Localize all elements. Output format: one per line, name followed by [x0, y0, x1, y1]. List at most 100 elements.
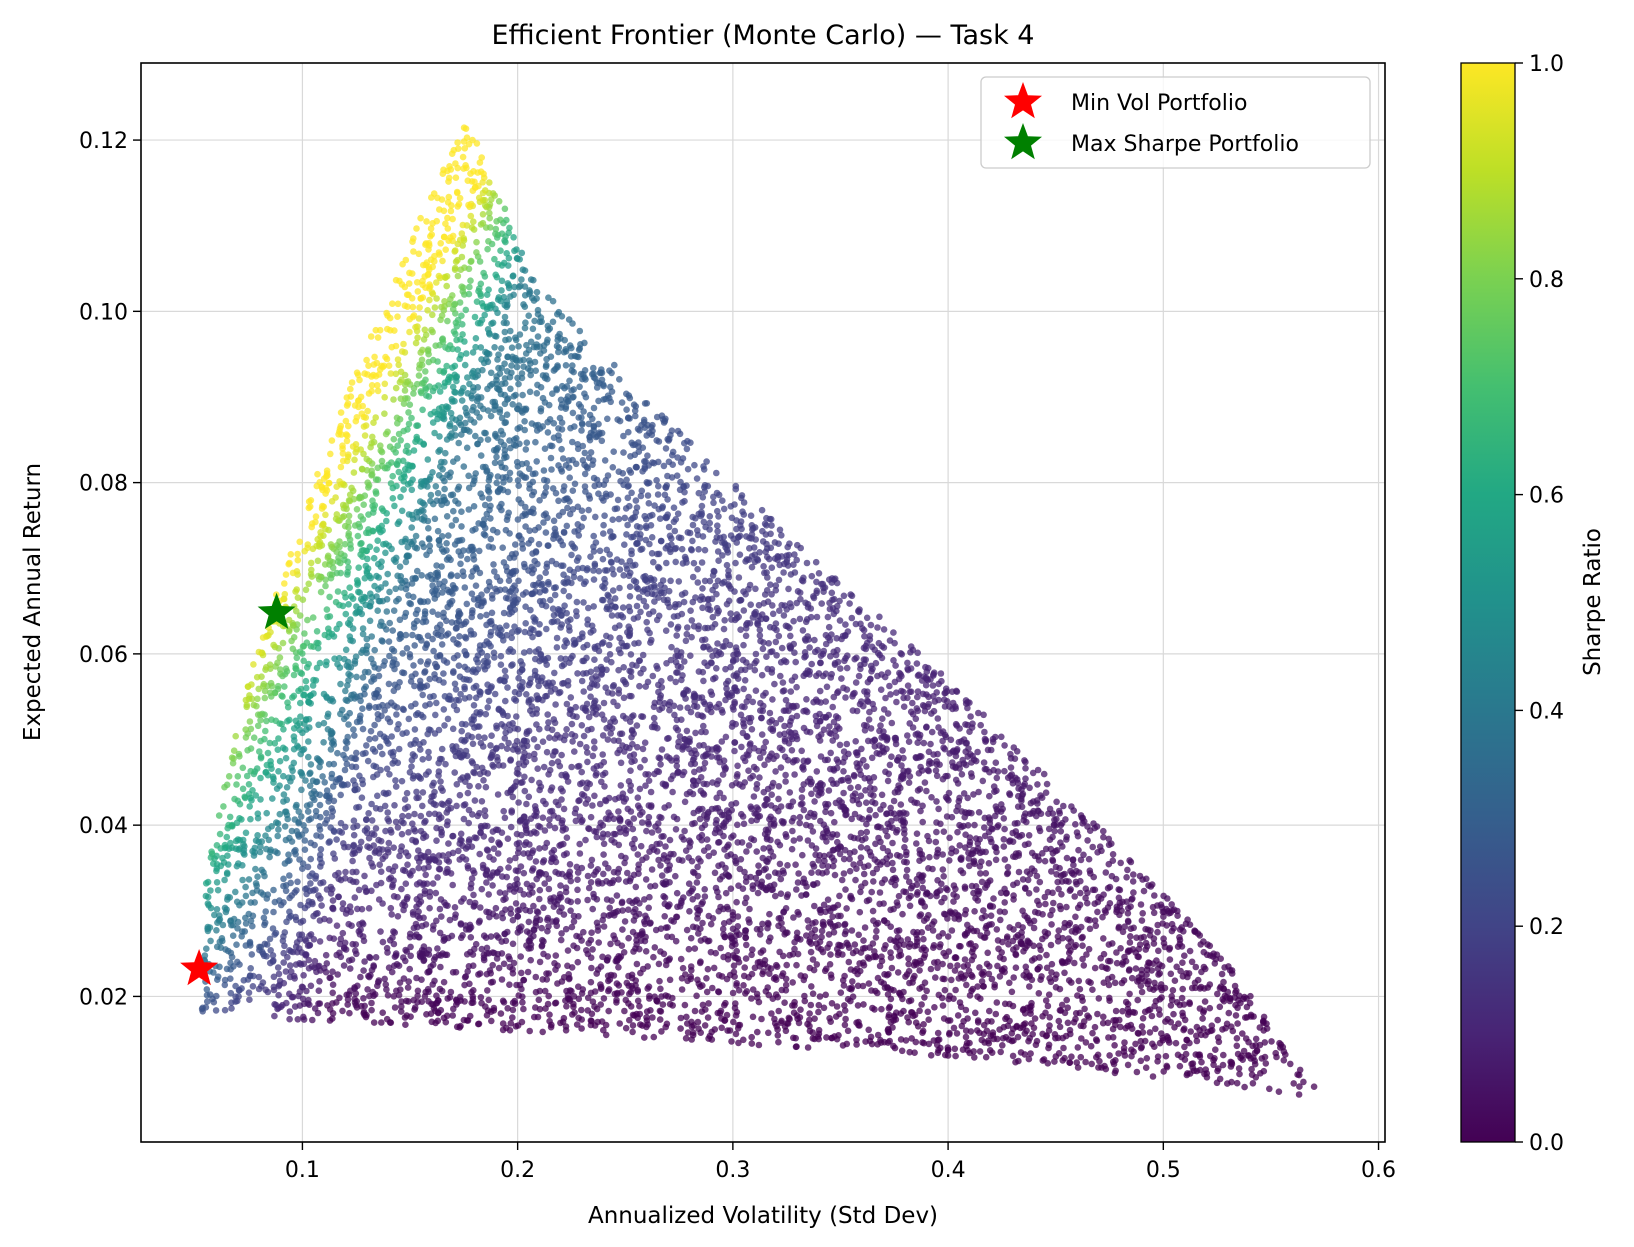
portfolio-point	[1067, 886, 1074, 893]
portfolio-point	[870, 917, 877, 924]
portfolio-point	[413, 931, 420, 938]
portfolio-point	[753, 848, 760, 855]
portfolio-point	[360, 967, 367, 974]
portfolio-point	[710, 849, 717, 856]
portfolio-point	[839, 632, 847, 640]
portfolio-point	[727, 851, 735, 858]
portfolio-point	[1141, 1037, 1149, 1045]
portfolio-point	[863, 845, 871, 852]
portfolio-point	[865, 980, 873, 987]
portfolio-point	[808, 790, 815, 798]
portfolio-point	[748, 1033, 755, 1041]
portfolio-point	[701, 759, 709, 767]
portfolio-point	[890, 797, 898, 805]
portfolio-point	[329, 981, 337, 988]
portfolio-point	[520, 813, 528, 820]
portfolio-point	[684, 704, 691, 712]
portfolio-point	[940, 910, 948, 918]
portfolio-point	[772, 768, 779, 775]
portfolio-point	[1047, 941, 1055, 949]
portfolio-point	[836, 741, 844, 749]
portfolio-point	[1233, 1035, 1241, 1042]
portfolio-point	[857, 661, 864, 669]
portfolio-point	[1034, 766, 1042, 774]
portfolio-point	[335, 893, 342, 901]
portfolio-point	[1040, 770, 1048, 778]
portfolio-point	[962, 906, 970, 914]
portfolio-point	[1235, 1065, 1243, 1072]
portfolio-point	[982, 912, 989, 920]
portfolio-point	[604, 954, 612, 961]
portfolio-point	[536, 886, 544, 894]
portfolio-point	[1216, 1075, 1224, 1083]
portfolio-point	[1132, 1040, 1139, 1048]
portfolio-point	[1137, 901, 1145, 908]
portfolio-point	[1132, 965, 1140, 972]
portfolio-point	[420, 943, 428, 950]
portfolio-point	[725, 841, 732, 849]
portfolio-point	[827, 971, 835, 978]
portfolio-point	[1200, 1025, 1207, 1032]
portfolio-point	[619, 790, 627, 797]
portfolio-point	[655, 960, 663, 968]
portfolio-point	[444, 865, 451, 873]
portfolio-point	[789, 798, 797, 805]
portfolio-point	[882, 768, 889, 776]
portfolio-point	[979, 777, 987, 785]
portfolio-point	[1095, 995, 1103, 1002]
portfolio-point	[662, 878, 670, 885]
portfolio-point	[854, 783, 862, 791]
portfolio-point	[956, 842, 963, 849]
portfolio-point	[360, 1008, 368, 1016]
portfolio-point	[905, 738, 913, 745]
portfolio-point	[913, 830, 921, 837]
portfolio-point	[986, 1047, 994, 1054]
portfolio-point	[681, 798, 689, 806]
portfolio-point	[802, 891, 810, 898]
portfolio-point	[495, 964, 503, 972]
portfolio-point	[722, 637, 730, 645]
portfolio-point	[1085, 945, 1093, 953]
portfolio-point	[727, 932, 734, 939]
portfolio-point	[543, 748, 551, 756]
portfolio-point	[840, 684, 847, 692]
portfolio-point	[992, 733, 999, 741]
portfolio-point	[842, 886, 849, 893]
portfolio-point	[807, 809, 814, 817]
portfolio-point	[734, 821, 741, 829]
portfolio-point	[701, 659, 708, 666]
portfolio-point	[1001, 856, 1009, 863]
portfolio-point	[958, 854, 965, 862]
portfolio-point	[1112, 1067, 1119, 1074]
portfolio-point	[628, 726, 636, 734]
portfolio-point	[800, 724, 808, 732]
portfolio-point	[346, 1009, 353, 1017]
portfolio-point	[831, 660, 839, 667]
portfolio-point	[1080, 851, 1087, 859]
portfolio-point	[1053, 815, 1060, 823]
portfolio-point	[1056, 1023, 1064, 1031]
portfolio-point	[547, 808, 554, 815]
portfolio-point	[983, 960, 991, 968]
portfolio-point	[1124, 917, 1132, 925]
portfolio-point	[1010, 892, 1017, 899]
portfolio-point	[946, 1029, 953, 1037]
portfolio-point	[782, 981, 790, 989]
portfolio-point	[987, 912, 995, 919]
portfolio-point	[891, 874, 899, 882]
portfolio-point	[307, 982, 315, 990]
portfolio-point	[1082, 1058, 1089, 1066]
portfolio-point	[940, 1015, 948, 1022]
portfolio-point	[919, 818, 926, 826]
portfolio-point	[557, 785, 565, 792]
portfolio-point	[733, 980, 740, 987]
portfolio-point	[636, 1002, 643, 1010]
portfolio-point	[932, 838, 940, 846]
portfolio-point	[792, 861, 799, 868]
portfolio-point	[914, 688, 922, 695]
portfolio-point	[637, 842, 645, 850]
portfolio-point	[575, 1014, 582, 1022]
portfolio-point	[794, 588, 802, 595]
portfolio-point	[715, 838, 723, 846]
